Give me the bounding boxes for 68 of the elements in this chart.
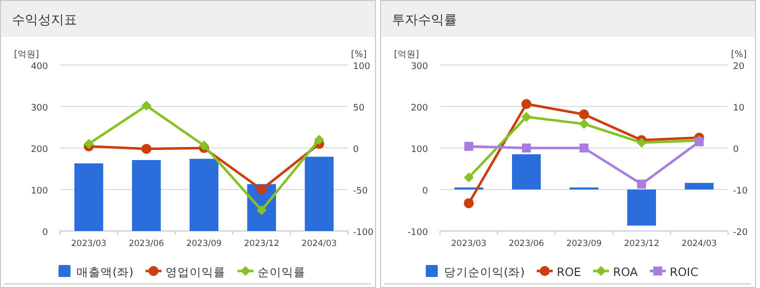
bar bbox=[74, 163, 104, 231]
legend-label: 순이익률 bbox=[257, 265, 306, 279]
y2-tick-label: 50 bbox=[353, 104, 365, 114]
x-tick-label: 2023/06 bbox=[128, 239, 164, 249]
x-tick-label: 2023/03 bbox=[451, 239, 486, 249]
y2-tick-label: -10 bbox=[733, 186, 748, 196]
x-tick-label: 2023/03 bbox=[71, 239, 106, 249]
y2-tick-label: 10 bbox=[733, 104, 745, 114]
point bbox=[464, 198, 474, 208]
y-axis-title: [억원] bbox=[14, 50, 40, 60]
point bbox=[464, 172, 474, 182]
point bbox=[521, 112, 532, 122]
y-tick-label: 400 bbox=[30, 62, 48, 72]
y2-tick-label: -100 bbox=[353, 228, 374, 238]
y-tick-label: 100 bbox=[410, 145, 428, 155]
y2-axis-title: [%] bbox=[351, 50, 367, 60]
y2-tick-label: 100 bbox=[353, 62, 370, 72]
y2-tick-label: -50 bbox=[353, 186, 368, 196]
point bbox=[141, 100, 152, 111]
legend-label: 당기순이익(좌) bbox=[444, 265, 525, 279]
point bbox=[522, 144, 531, 152]
bar bbox=[190, 158, 218, 231]
point bbox=[314, 134, 324, 145]
point bbox=[141, 144, 152, 154]
point bbox=[256, 184, 267, 194]
y-tick-label: 300 bbox=[30, 104, 48, 114]
point bbox=[637, 180, 646, 189]
legend-label: ROIC bbox=[670, 265, 698, 279]
point bbox=[636, 138, 647, 148]
x-tick-label: 2023/06 bbox=[508, 239, 544, 249]
point bbox=[464, 142, 474, 151]
y-tick-label: 200 bbox=[410, 104, 428, 114]
y-tick-label: 200 bbox=[30, 145, 48, 155]
chart-title: 수익성지표 bbox=[12, 13, 77, 28]
point bbox=[256, 205, 267, 216]
y-tick-label: 100 bbox=[30, 186, 48, 196]
y-tick-label: 0 bbox=[422, 186, 428, 196]
chart-title: 투자수익률 bbox=[392, 13, 457, 28]
point bbox=[579, 118, 589, 129]
point bbox=[521, 99, 532, 110]
y-tick-label: 300 bbox=[410, 62, 428, 72]
y2-tick-label: 0 bbox=[733, 145, 739, 155]
legend-label: ROE bbox=[556, 265, 582, 279]
x-tick-label: 2023/09 bbox=[566, 239, 602, 249]
y2-tick-label: 0 bbox=[353, 145, 359, 155]
point bbox=[84, 138, 94, 149]
y-tick-label: 0 bbox=[42, 228, 48, 238]
y-axis-title: [억원] bbox=[394, 50, 420, 60]
legend-label: 영업이익률 bbox=[165, 265, 226, 279]
bar bbox=[512, 154, 541, 190]
bar bbox=[132, 160, 161, 231]
x-tick-label: 2024/03 bbox=[302, 239, 337, 249]
x-tick-label: 2023/09 bbox=[186, 239, 222, 249]
x-tick-label: 2023/12 bbox=[624, 239, 660, 249]
bar bbox=[304, 156, 334, 231]
x-tick-label: 2023/12 bbox=[244, 239, 280, 249]
legend-label: ROA bbox=[613, 265, 638, 279]
point bbox=[580, 144, 588, 152]
y2-tick-label: -20 bbox=[733, 228, 748, 238]
y2-axis-title: [%] bbox=[731, 50, 747, 60]
x-tick-label: 2024/03 bbox=[682, 239, 717, 249]
legend-label: 매출액(좌) bbox=[76, 265, 134, 279]
bar bbox=[627, 190, 656, 226]
point bbox=[199, 140, 209, 151]
y2-tick-label: 20 bbox=[733, 62, 745, 72]
point bbox=[579, 109, 589, 120]
y-tick-label: -100 bbox=[408, 228, 428, 238]
bar bbox=[684, 182, 714, 190]
